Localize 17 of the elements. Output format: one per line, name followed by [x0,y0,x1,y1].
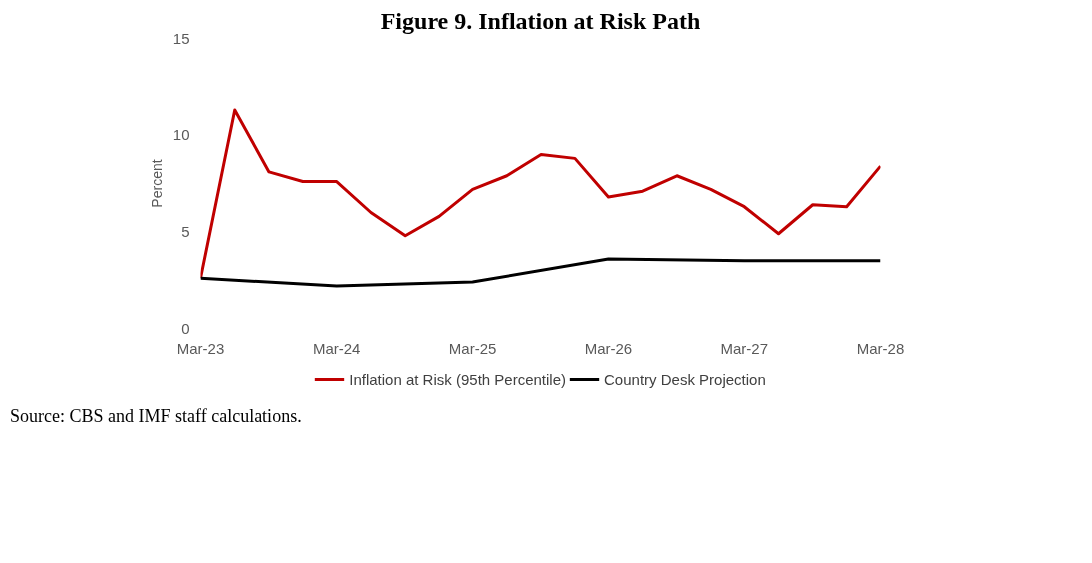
y-tick-label: 0 [181,319,190,337]
x-tick-label: Mar-25 [448,339,497,357]
legend-label: Inflation at Risk (95th Percentile) [349,370,567,388]
y-axis-title: Percent [148,159,165,208]
source-note: Source: CBS and IMF staff calculations. [10,405,302,428]
x-tick-label: Mar-28 [856,339,905,357]
y-tick-label: 15 [172,29,190,47]
chart-title: Figure 9. Inflation at Risk Path [380,7,701,34]
y-tick-label: 10 [172,126,190,144]
x-tick-label: Mar-23 [176,339,225,357]
line-series [200,257,881,288]
x-tick-label: Mar-26 [584,339,633,357]
line-series [200,108,881,280]
x-tick-label: Mar-27 [720,339,769,357]
legend-label: Country Desk Projection [604,370,766,388]
y-tick-label: 5 [181,222,190,240]
x-tick-label: Mar-24 [312,339,361,357]
